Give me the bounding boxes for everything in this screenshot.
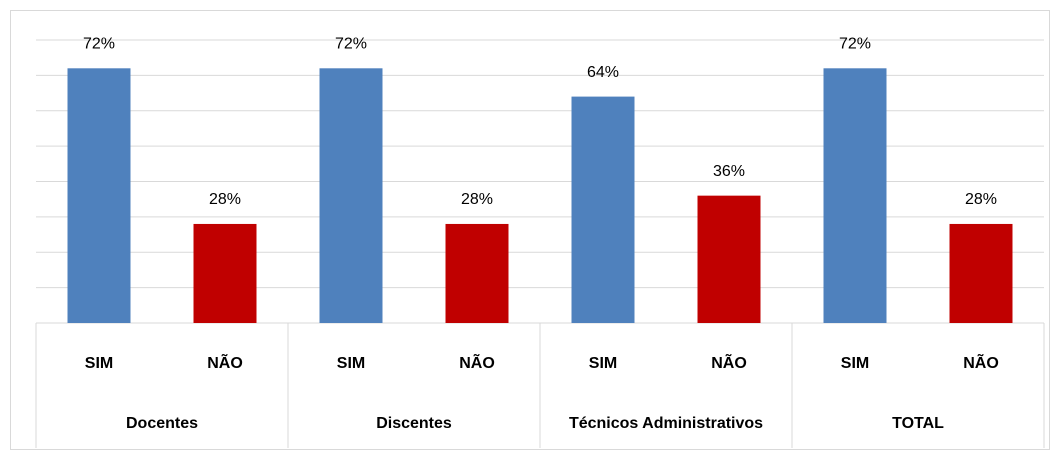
value-label: 28%: [965, 191, 997, 208]
bar: [445, 223, 509, 323]
bar: [571, 96, 635, 323]
x-tick-label: NÃO: [459, 352, 495, 372]
value-label: 72%: [335, 36, 367, 53]
bar: [67, 68, 131, 323]
x-tick-label: NÃO: [711, 352, 747, 372]
group-label: TOTAL: [892, 415, 944, 432]
bar: [823, 68, 887, 323]
value-label: 36%: [713, 163, 745, 180]
x-tick-label: NÃO: [207, 352, 243, 372]
x-tick-label: SIM: [589, 355, 617, 372]
x-tick-label: SIM: [337, 355, 365, 372]
x-tick-label: SIM: [85, 355, 113, 372]
chart-border: [10, 10, 1050, 450]
group-label: Técnicos Administrativos: [569, 415, 763, 432]
bar: [193, 223, 257, 323]
group-label: Docentes: [126, 415, 198, 432]
value-label: 72%: [83, 36, 115, 53]
value-label: 64%: [587, 64, 619, 81]
value-label: 28%: [209, 191, 241, 208]
bar: [949, 223, 1013, 323]
bar: [697, 195, 761, 323]
x-tick-label: NÃO: [963, 352, 999, 372]
bar: [319, 68, 383, 323]
x-tick-label: SIM: [841, 355, 869, 372]
value-label: 28%: [461, 191, 493, 208]
group-label: Discentes: [376, 415, 452, 432]
value-label: 72%: [839, 36, 871, 53]
